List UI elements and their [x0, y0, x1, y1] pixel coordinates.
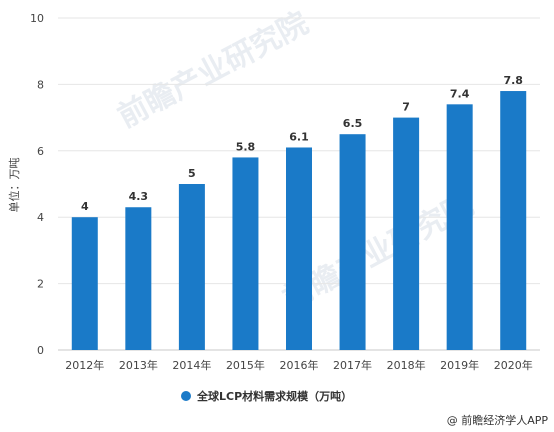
watermark-text: 前瞻产业研究院 [112, 6, 314, 135]
bar[interactable] [393, 117, 420, 350]
y-tick-label: 8 [37, 78, 44, 91]
bar[interactable] [125, 207, 152, 350]
data-label: 4.3 [129, 190, 149, 203]
x-tick-label: 2013年 [119, 358, 158, 372]
y-axis-label: 单位：万吨 [7, 158, 21, 213]
x-tick-label: 2015年 [226, 358, 265, 372]
x-tick-label: 2018年 [387, 358, 426, 372]
legend-marker [181, 391, 191, 401]
data-label: 4 [81, 200, 89, 213]
x-tick-label: 2014年 [172, 358, 211, 372]
legend[interactable]: 全球LCP材料需求规模（万吨） [181, 389, 352, 403]
x-tick-label: 2016年 [280, 358, 319, 372]
bar[interactable] [446, 104, 473, 350]
y-tick-label: 6 [37, 145, 44, 158]
x-tick-label: 2019年 [440, 358, 479, 372]
bar[interactable] [500, 91, 527, 350]
bar[interactable] [71, 217, 98, 350]
x-tick-label: 2012年 [65, 358, 104, 372]
bar[interactable] [286, 147, 312, 350]
bar[interactable] [178, 184, 205, 350]
y-tick-label: 10 [30, 12, 44, 25]
y-tick-label: 4 [37, 211, 44, 224]
data-label: 6.5 [343, 117, 363, 130]
x-axis-ticks: 2012年 2013年 2014年 2015年 2016年 2017年 2018年 2019年… [65, 358, 532, 372]
data-label: 5 [188, 167, 196, 180]
bar[interactable] [232, 157, 259, 350]
data-labels: 4 4.3 5 5.8 6.1 6.5 7 7.4 7.8 [81, 74, 523, 213]
y-tick-label: 0 [37, 344, 44, 357]
y-tick-label: 2 [37, 278, 44, 291]
x-tick-label: 2017年 [333, 358, 372, 372]
bar[interactable] [339, 134, 366, 350]
data-label: 7.8 [503, 74, 523, 87]
y-axis-ticks: 0 2 4 6 8 10 [30, 12, 44, 357]
source-credit: @ 前瞻经济学人APP [447, 413, 549, 427]
data-label: 7.4 [450, 87, 470, 100]
x-tick-label: 2020年 [494, 358, 533, 372]
data-label: 5.8 [236, 140, 256, 153]
bars [71, 91, 527, 350]
data-label: 7 [402, 101, 410, 114]
data-label: 6.1 [289, 130, 309, 143]
legend-label: 全球LCP材料需求规模（万吨） [196, 389, 352, 403]
